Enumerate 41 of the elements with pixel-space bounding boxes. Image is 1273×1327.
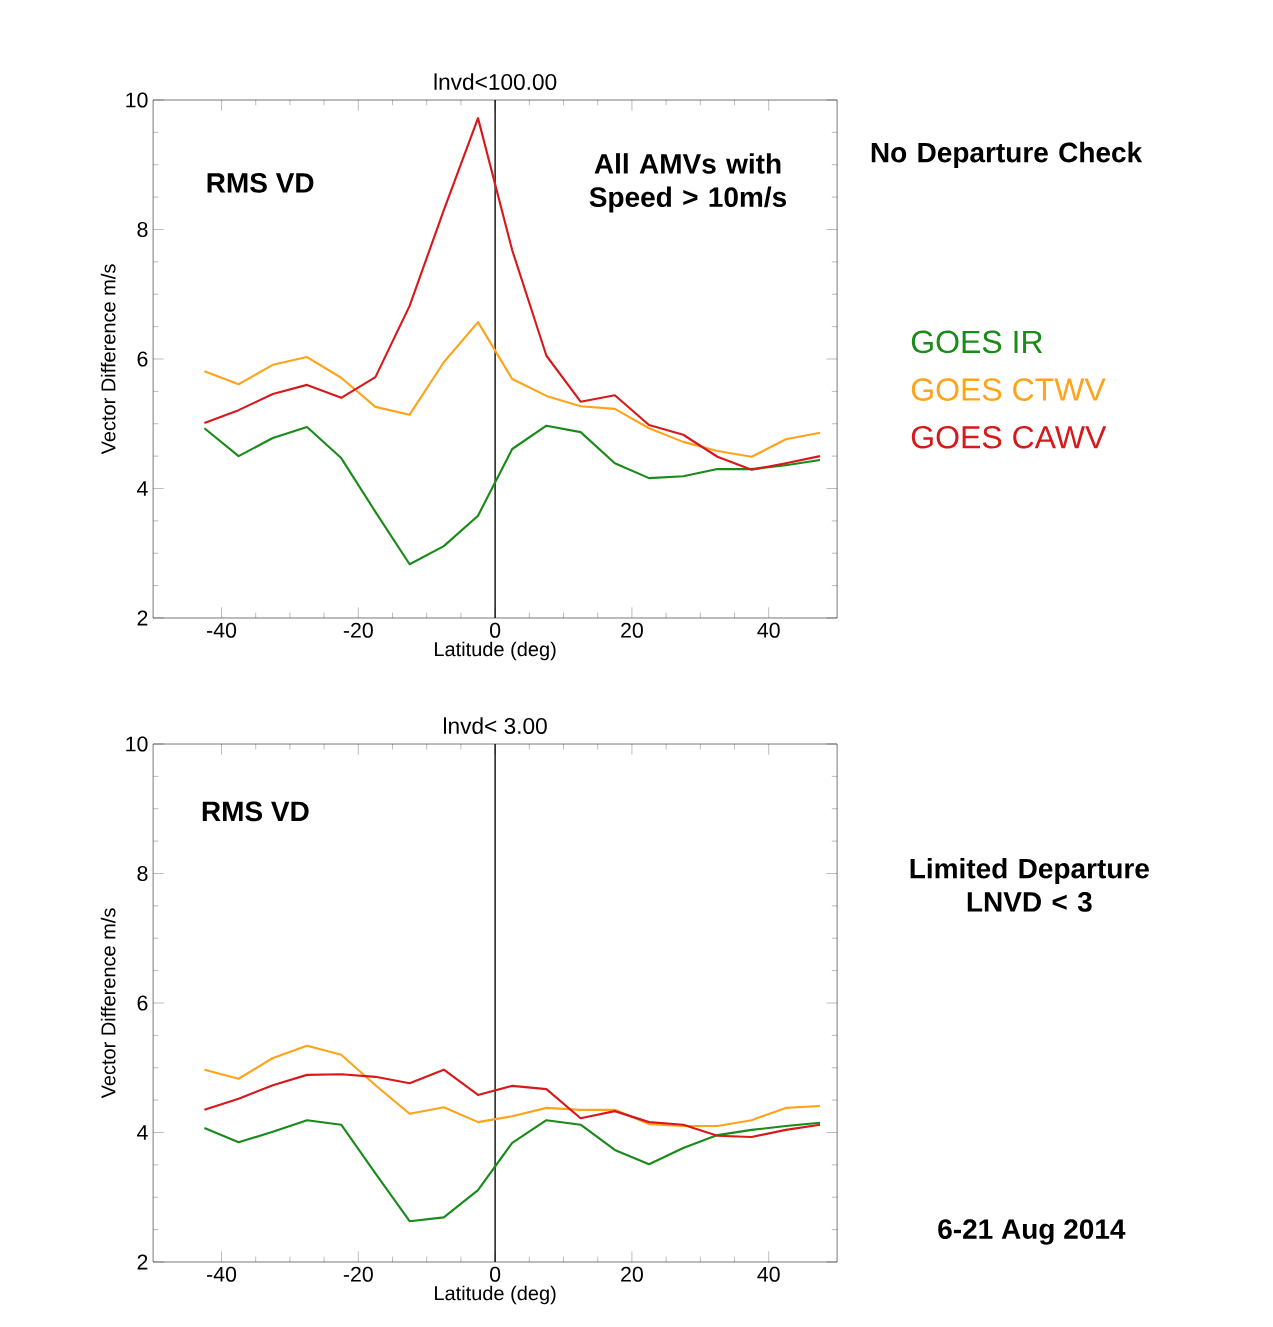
y-axis-title: Vector Difference m/s (100, 908, 116, 1099)
chart-title: lnvd< 3.00 (443, 717, 547, 734)
x-axis-title: Latitude (deg) (434, 1285, 556, 1305)
y-tick-label: 4 (136, 1125, 148, 1140)
text: GOES CAWV (911, 425, 1107, 449)
y-tick-label: 2 (137, 1254, 148, 1270)
x-tick-label: 20 (621, 1266, 643, 1282)
y-tick-label: 4 (136, 481, 148, 496)
text: Limited Departure LNVD < 3 (910, 857, 1149, 912)
line-series (203, 1044, 822, 1128)
x-tick-label: -40 (206, 622, 237, 638)
y-tick-label: 10 (126, 736, 148, 752)
line-series (203, 321, 822, 458)
line-series (203, 424, 822, 566)
y-tick-label: 8 (137, 865, 148, 882)
y-tick-label: 8 (137, 221, 148, 238)
chart-title: lnvd<100.00 (434, 73, 557, 90)
annotation: RMS VD (202, 801, 309, 822)
text: GOES CTWV (911, 378, 1106, 401)
x-tick-label: 0 (489, 1266, 501, 1282)
line-series (203, 1119, 822, 1223)
text: GOES IR (911, 330, 1043, 354)
annotation: All AMVs with Speed > 10m/s (589, 153, 787, 213)
x-tick-label: -40 (206, 1266, 237, 1282)
x-tick-label: -20 (343, 622, 373, 638)
x-axis-title: Latitude (deg) (434, 641, 556, 661)
text: 6-21 Aug 2014 (938, 1219, 1126, 1245)
x-tick-label: -20 (343, 1266, 373, 1282)
y-tick-label: 6 (137, 351, 148, 367)
text: No Departure Check (871, 141, 1143, 168)
line-series (203, 1068, 822, 1139)
x-tick-label: 40 (757, 1266, 780, 1282)
y-axis-title: Vector Difference m/s (100, 264, 116, 455)
annotation: RMS VD (207, 172, 314, 193)
x-tick-label: 40 (757, 622, 780, 638)
x-tick-label: 0 (489, 622, 501, 638)
x-tick-label: 20 (621, 622, 643, 638)
y-tick-label: 6 (137, 995, 148, 1011)
y-tick-label: 10 (126, 92, 148, 108)
line-series (203, 117, 822, 471)
y-tick-label: 2 (137, 610, 148, 626)
